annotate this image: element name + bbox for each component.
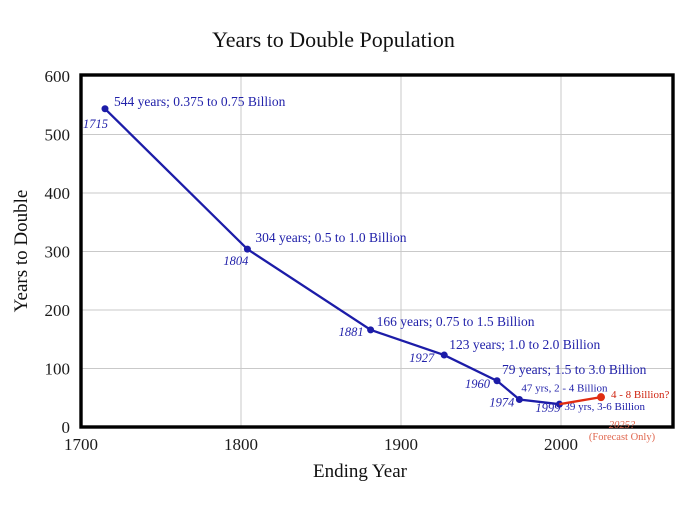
y-tick-label: 600 — [45, 67, 71, 86]
point-year-label: 1999 — [535, 401, 561, 415]
point-annotation: 544 years; 0.375 to 0.75 Billion — [114, 94, 286, 109]
forecast-only-label: (Forecast Only) — [588, 432, 656, 443]
y-tick-label: 200 — [45, 301, 71, 320]
y-tick-label: 0 — [62, 418, 71, 437]
x-tick-label: 1900 — [384, 435, 418, 454]
point-year-label: 1715 — [83, 117, 108, 131]
point-year-label: 1804 — [223, 254, 248, 268]
y-axis-title: Years to Double — [11, 189, 32, 313]
y-tick-label: 500 — [45, 126, 71, 145]
point-annotation: 4 - 8 Billion? — [611, 389, 669, 401]
x-axis-title: Ending Year — [313, 461, 407, 482]
historical-point-marker — [440, 351, 448, 359]
x-tick-label: 2000 — [544, 435, 578, 454]
point-annotation: 123 years; 1.0 to 2.0 Billion — [449, 337, 600, 352]
historical-line — [104, 107, 560, 406]
point-year-label: 1960 — [465, 377, 491, 391]
point-annotation: 79 years; 1.5 to 3.0 Billion — [502, 362, 647, 377]
forecast-year-label: 2025? — [608, 420, 636, 431]
y-tick-label: 300 — [45, 243, 71, 262]
x-tick-label: 1800 — [224, 435, 258, 454]
point-year-label: 1881 — [339, 325, 364, 339]
plot-border — [79, 73, 675, 429]
x-tick-label: 1700 — [64, 435, 98, 454]
historical-point-marker — [101, 105, 109, 113]
point-year-label: 1974 — [489, 396, 514, 410]
point-year-label: 1927 — [409, 351, 435, 365]
historical-point-marker — [367, 326, 375, 334]
forecast-point-marker — [597, 393, 605, 402]
y-tick-label: 400 — [45, 184, 71, 203]
historical-point-marker — [515, 396, 523, 404]
historical-point-marker — [493, 377, 501, 385]
chart-title: Years to Double Population — [212, 27, 455, 52]
historical-point-marker — [243, 245, 251, 253]
point-annotation: 47 yrs, 2 - 4 Billion — [521, 383, 608, 395]
point-annotation: 166 years; 0.75 to 1.5 Billion — [377, 314, 535, 329]
forecast-line — [559, 396, 602, 406]
point-annotation: 39 yrs, 3-6 Billion — [564, 401, 645, 413]
point-annotation: 304 years; 0.5 to 1.0 Billion — [255, 230, 406, 245]
y-tick-label: 100 — [45, 360, 71, 379]
forecast-note: 2025? (Forecast Only) — [572, 420, 672, 444]
